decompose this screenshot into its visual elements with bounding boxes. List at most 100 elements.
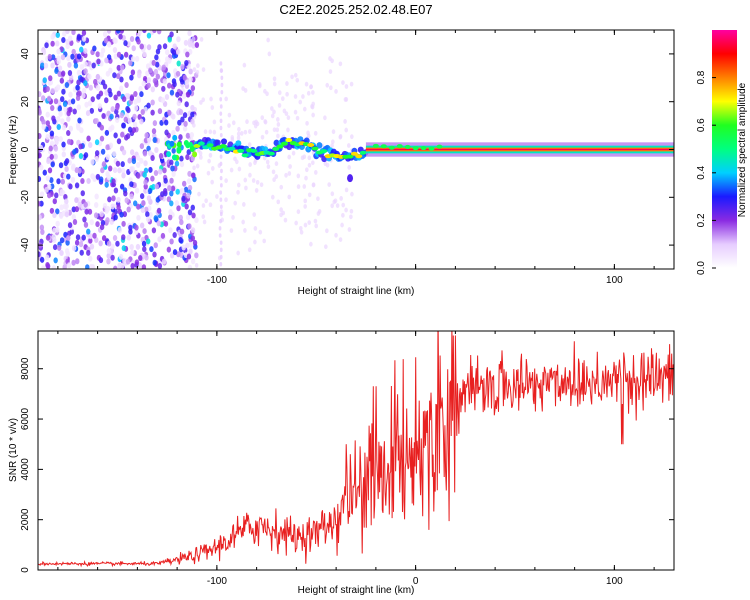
noise-cell xyxy=(242,62,247,68)
noise-cell xyxy=(236,189,240,195)
noise-cell xyxy=(287,154,291,160)
noise-cell xyxy=(96,93,101,100)
noise-cell xyxy=(146,32,152,39)
tone-cell xyxy=(197,141,205,146)
noise-cell xyxy=(184,60,189,67)
noise-cell xyxy=(79,64,85,71)
noise-cell xyxy=(157,108,163,115)
noise-cell xyxy=(247,247,252,253)
noise-cell xyxy=(188,248,193,255)
noise-cell xyxy=(101,235,107,242)
noise-cell xyxy=(290,74,294,80)
noise-cell xyxy=(166,196,172,203)
noise-cell xyxy=(187,264,193,269)
noise-cell xyxy=(45,175,51,182)
noise-cell xyxy=(152,137,157,144)
noise-cell xyxy=(115,104,120,111)
noise-cell xyxy=(274,161,279,167)
noise-cell xyxy=(191,172,196,179)
noise-cell xyxy=(142,30,147,34)
noise-cell xyxy=(79,46,84,53)
noise-cell xyxy=(70,98,76,105)
tone-cell xyxy=(350,151,358,156)
onset-cell xyxy=(176,146,182,153)
noise-cell xyxy=(219,97,223,102)
noise-cell xyxy=(190,258,196,265)
noise-cell xyxy=(325,162,330,168)
noise-cell xyxy=(154,183,160,190)
carrier-cell xyxy=(420,146,427,151)
noise-cell xyxy=(95,221,100,228)
snr-x-tick-label: 0 xyxy=(413,576,419,587)
noise-cell xyxy=(79,249,84,256)
noise-cell xyxy=(70,164,76,171)
noise-cell xyxy=(259,182,264,188)
noise-cell xyxy=(61,124,67,131)
noise-cell xyxy=(175,70,181,77)
noise-cell xyxy=(121,234,126,241)
noise-cell xyxy=(45,234,51,241)
carrier-band-core xyxy=(365,148,674,151)
noise-cell xyxy=(54,68,59,75)
noise-cell xyxy=(194,252,199,259)
noise-cell xyxy=(123,190,128,197)
noise-cell xyxy=(233,200,238,206)
noise-cell xyxy=(148,166,153,173)
onset-cell xyxy=(185,142,191,149)
noise-cell xyxy=(231,215,235,220)
noise-cell xyxy=(89,107,95,114)
noise-cell xyxy=(272,81,277,87)
noise-cell xyxy=(61,88,66,95)
noise-cell xyxy=(108,142,114,149)
noise-cell xyxy=(126,40,132,47)
noise-cell xyxy=(153,215,158,222)
noise-cell xyxy=(77,201,82,208)
noise-cell xyxy=(123,40,128,47)
noise-cell xyxy=(253,239,257,245)
noise-cell xyxy=(194,42,200,49)
noise-cell xyxy=(202,219,207,225)
noise-cell xyxy=(154,81,159,88)
noise-cell xyxy=(112,150,117,157)
noise-cell xyxy=(184,79,190,86)
noise-cell xyxy=(270,194,275,200)
noise-cell xyxy=(299,229,304,235)
noise-cell xyxy=(163,119,169,126)
noise-cell xyxy=(194,262,199,268)
noise-cell xyxy=(298,99,303,105)
noise-cell xyxy=(156,220,161,227)
noise-cell xyxy=(150,109,155,116)
noise-cell xyxy=(331,129,336,135)
noise-cell xyxy=(67,222,73,229)
noise-cell xyxy=(141,80,146,87)
noise-cell xyxy=(106,240,112,247)
noise-cell xyxy=(106,258,111,265)
noise-cell xyxy=(123,116,128,123)
noise-cell xyxy=(169,159,174,166)
noise-cell xyxy=(58,136,63,143)
noise-cell xyxy=(64,166,69,173)
noise-cell xyxy=(349,208,354,214)
noise-cell xyxy=(338,134,343,140)
noise-cell xyxy=(219,197,223,202)
noise-cell xyxy=(67,99,72,106)
noise-cell xyxy=(227,123,231,129)
colorbar-tick-label: 0.4 xyxy=(696,165,707,179)
noise-cell xyxy=(50,104,55,111)
noise-cell xyxy=(276,133,280,139)
noise-cell xyxy=(150,155,155,162)
noise-cell xyxy=(76,35,82,42)
noise-cell xyxy=(55,40,60,47)
snr-plot-area xyxy=(38,331,674,570)
spectrogram-y-tick-label: 0 xyxy=(20,146,31,152)
noise-cell xyxy=(174,160,180,167)
noise-cell xyxy=(136,95,141,102)
noise-cell xyxy=(60,118,65,125)
noise-cell xyxy=(119,85,124,92)
noise-cell xyxy=(60,70,66,77)
noise-cell xyxy=(88,84,94,91)
noise-cell xyxy=(263,119,268,125)
snr-x-tick-label: -100 xyxy=(207,576,227,587)
noise-cell xyxy=(286,115,291,121)
noise-cell xyxy=(185,242,190,249)
